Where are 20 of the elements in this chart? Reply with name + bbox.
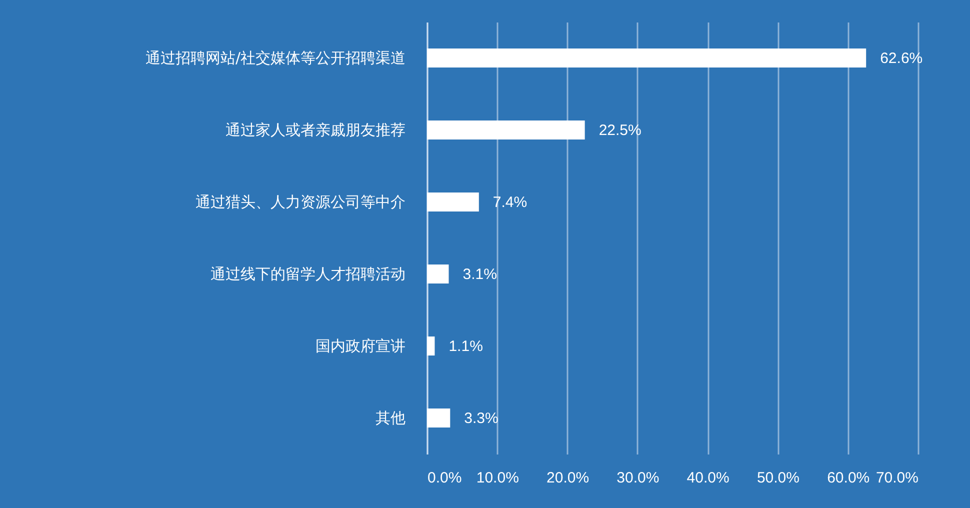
y-tick-label: 通过家人或者亲戚朋友推荐 <box>226 121 406 139</box>
x-tick-label: 50.0% <box>756 470 800 486</box>
x-tick-label: 40.0% <box>686 470 730 486</box>
x-tick-label: 20.0% <box>546 470 590 486</box>
y-tick-label: 国内政府宣讲 <box>316 337 406 355</box>
data-label: 7.4% <box>492 194 528 211</box>
x-tick-label: 0.0% <box>428 470 462 486</box>
x-tick-label: 30.0% <box>616 470 660 486</box>
y-tick-label: 通过猎头、人力资源公司等中介 <box>196 193 406 211</box>
x-tick-label: 10.0% <box>476 470 519 486</box>
x-tick-label: 60.0% <box>827 470 870 486</box>
data-label: 1.1% <box>448 338 483 355</box>
y-tick-label: 通过线下的留学人才招聘活动 <box>210 265 406 283</box>
y-tick-label: 通过招聘网站/社交媒体等公开招聘渠道 <box>145 49 406 67</box>
data-label: 22.5% <box>598 122 642 139</box>
data-label: 3.3% <box>464 410 498 427</box>
x-tick-label: 70.0% <box>876 470 918 486</box>
data-label: 62.6% <box>880 50 923 67</box>
y-tick-label: 其他 <box>376 409 406 427</box>
data-label: 3.1% <box>462 266 497 283</box>
